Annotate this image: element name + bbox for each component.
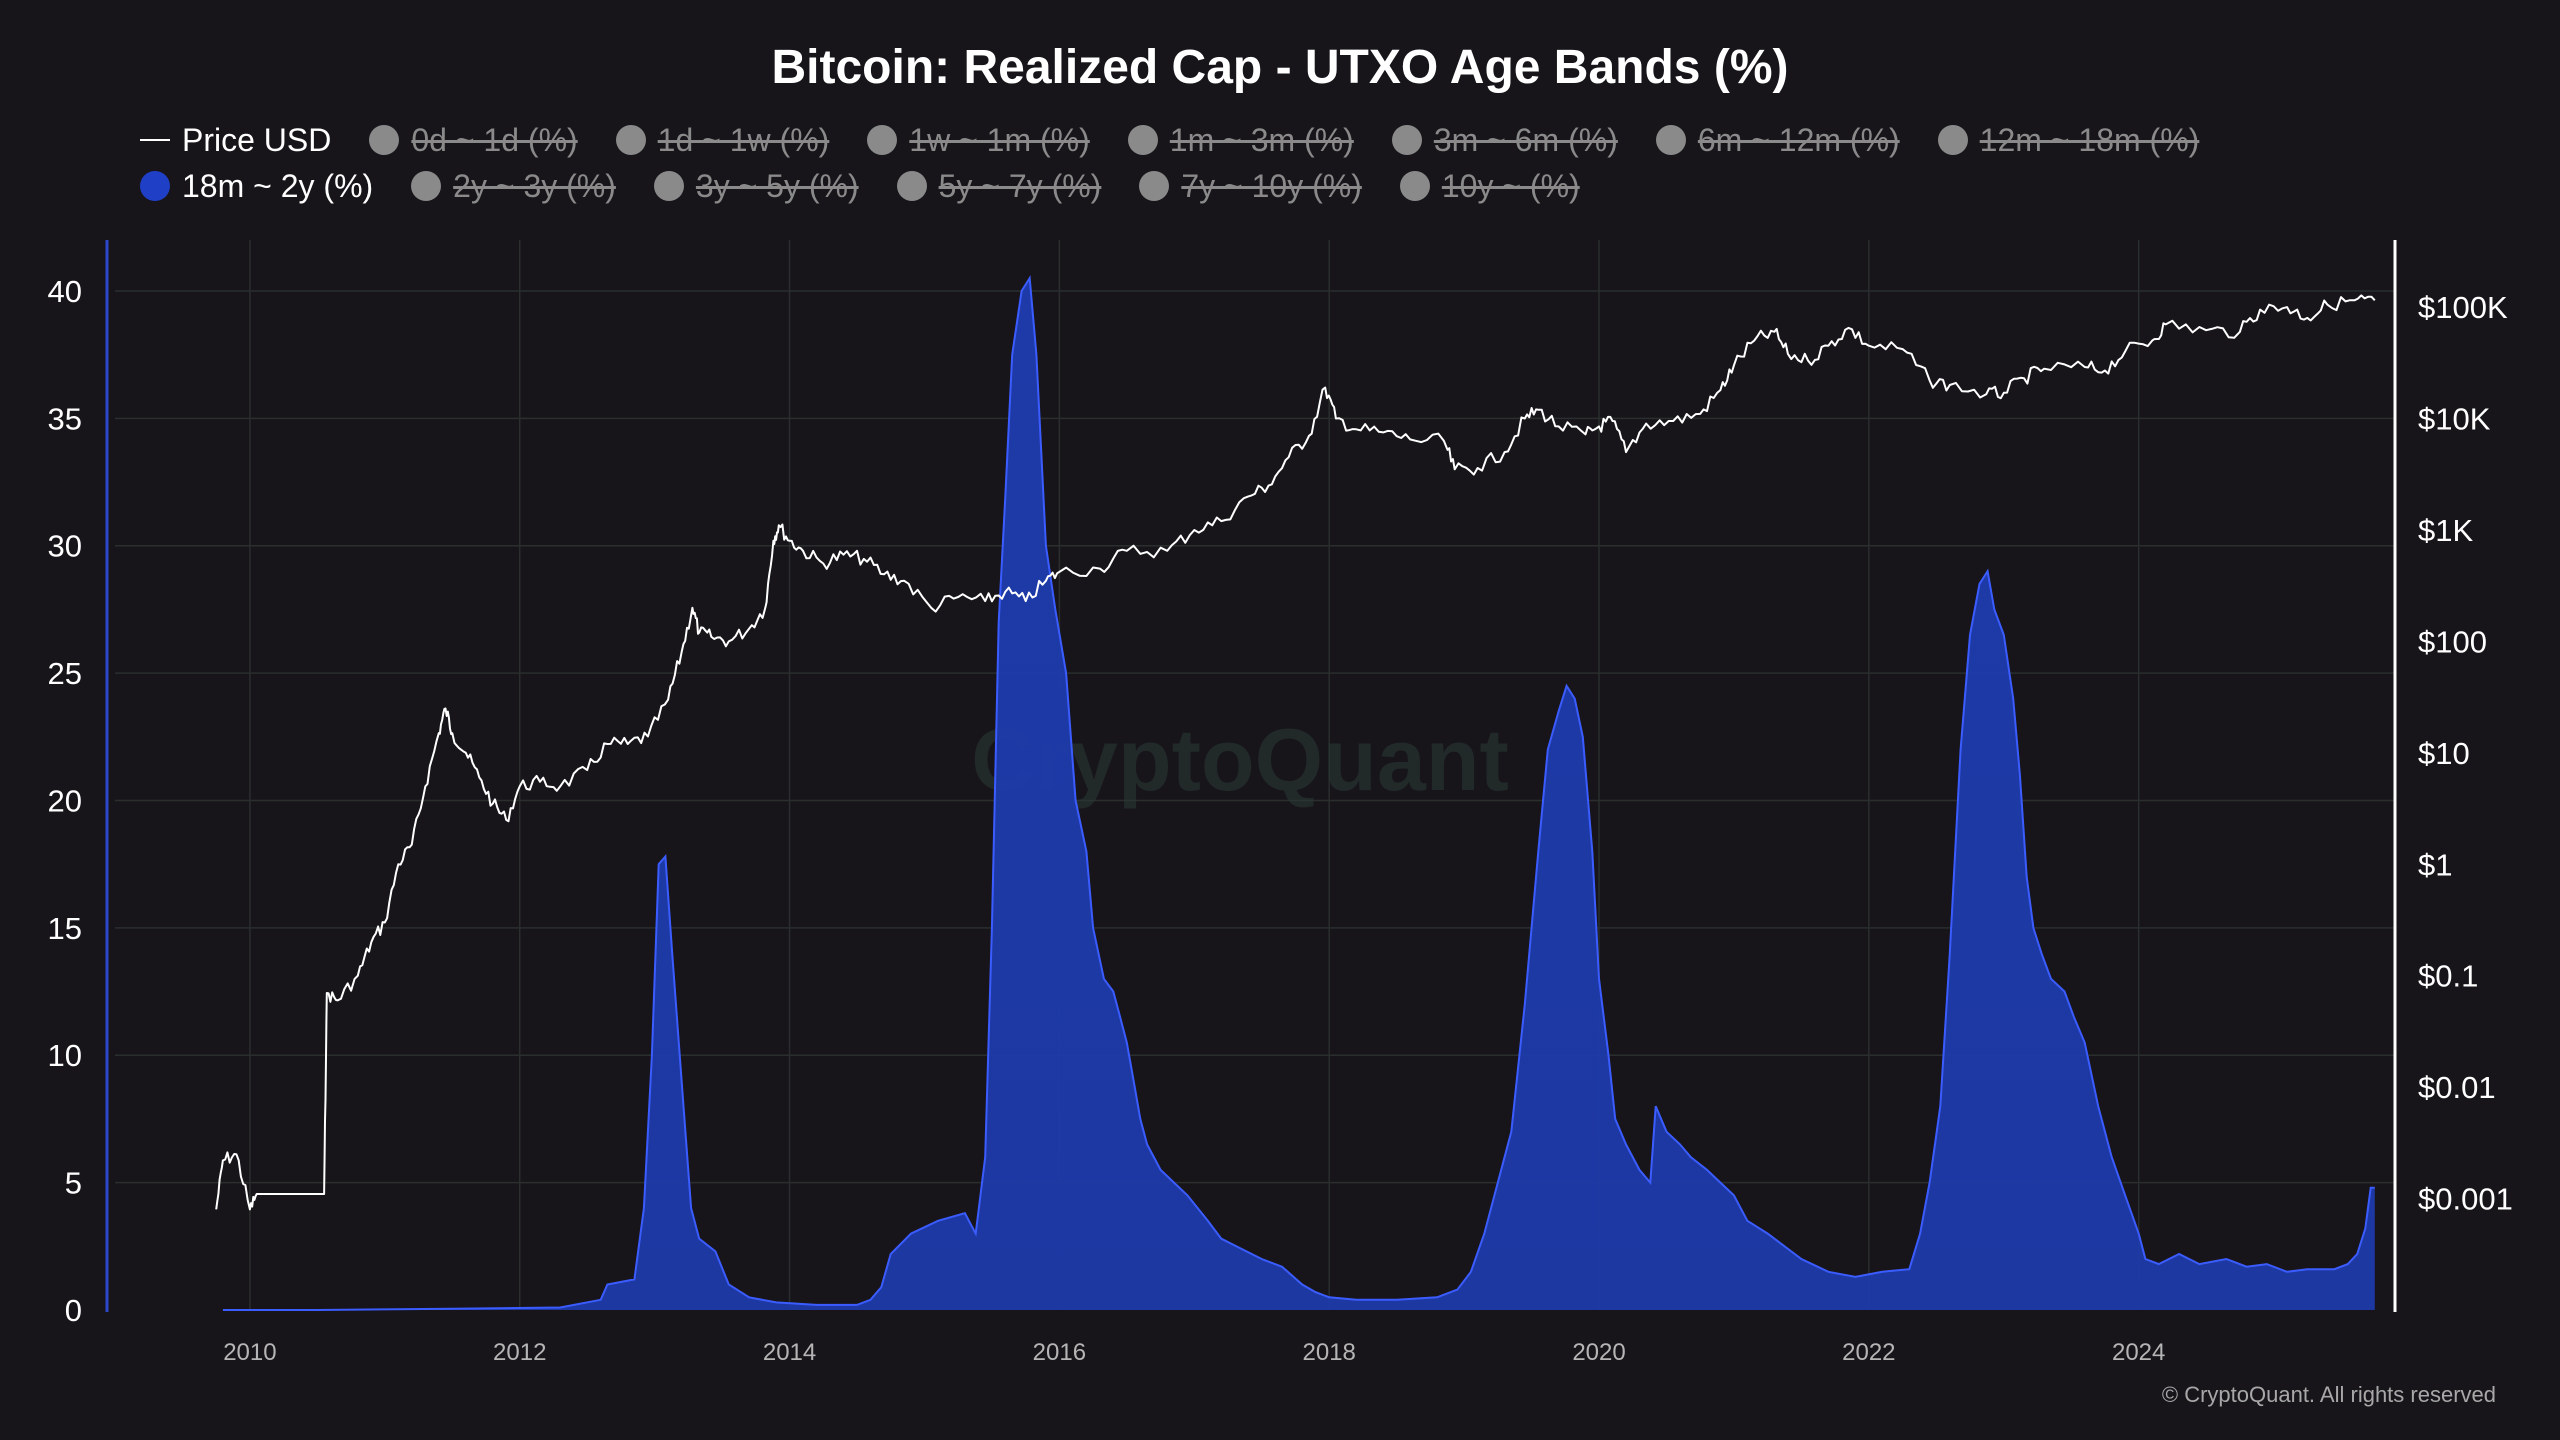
copyright-text: © CryptoQuant. All rights reserved <box>2161 1382 2496 1407</box>
legend-dot-icon <box>867 125 898 155</box>
legend-label: 7y ~ 10y (%) <box>1181 167 1362 204</box>
legend: Price USD 0d ~ 1d (%) 1d ~ 1w (%) 1w ~ 1m (… <box>140 122 2480 204</box>
legend-label: 2y ~ 3y (%) <box>453 167 616 204</box>
x-axis-tick-label: 2018 <box>1303 1339 1356 1366</box>
price-line-layer <box>215 294 2376 1211</box>
chart-title: Bitcoin: Realized Cap - UTXO Age Bands (… <box>771 41 1789 94</box>
right-axis-tick-label: $10 <box>2418 736 2470 771</box>
axes: 0 5 10 15 20 25 30 35 40 $100K $10K $1K $100 $10 $1 $0.… <box>48 240 2513 1366</box>
left-axis-tick-label: 0 <box>65 1293 82 1328</box>
legend-dot-icon <box>1655 125 1686 155</box>
legend-item-2[interactable]: 1d ~ 1w (%) <box>615 121 830 158</box>
legend-label: 10y ~ (%) <box>1441 167 1580 204</box>
legend-label: 5y ~ 7y (%) <box>938 167 1102 204</box>
right-axis-tick-label: $100K <box>2418 290 2508 325</box>
legend-item-7[interactable]: 12m ~ 18m (%) <box>1937 121 2200 158</box>
legend-item-1[interactable]: 0d ~ 1d (%) <box>369 121 578 158</box>
right-axis-tick-label: $1 <box>2418 847 2452 882</box>
legend-label: 3y ~ 5y (%) <box>695 167 859 204</box>
legend-item-12[interactable]: 7y ~ 10y (%) <box>1139 168 1362 204</box>
legend-item-6[interactable]: 6m ~ 12m (%) <box>1655 121 1900 158</box>
right-axis-tick-label: $100 <box>2418 624 2487 659</box>
legend-label: 1m ~ 3m (%) <box>1169 121 1354 158</box>
x-axis-tick-label: 2022 <box>1842 1339 1895 1366</box>
legend-label: 18m ~ 2y (%) <box>182 167 374 204</box>
legend-label: 1d ~ 1w (%) <box>657 121 830 158</box>
right-axis-tick-label: $0.01 <box>2418 1070 2496 1105</box>
left-axis-tick-label: 35 <box>48 401 82 436</box>
legend-dot-icon <box>615 125 646 155</box>
legend-label: 3m ~ 6m (%) <box>1433 121 1618 158</box>
legend-dot-icon <box>1391 125 1422 155</box>
band-area-layer <box>222 275 2375 1311</box>
legend-label: Price USD <box>182 121 332 158</box>
x-axis-tick-label: 2010 <box>223 1339 276 1366</box>
right-axis-tick-label: $0.001 <box>2418 1182 2513 1217</box>
left-axis-tick-label: 10 <box>48 1038 82 1073</box>
x-axis-tick-label: 2012 <box>493 1339 546 1366</box>
legend-dot-icon <box>1139 171 1170 201</box>
legend-item-5[interactable]: 3m ~ 6m (%) <box>1391 121 1618 158</box>
legend-label: 1w ~ 1m (%) <box>909 121 1090 158</box>
legend-label: 12m ~ 18m (%) <box>1979 121 2200 158</box>
legend-dot-icon <box>1399 171 1430 201</box>
legend-item-10[interactable]: 3y ~ 5y (%) <box>653 167 859 204</box>
series-area-outline <box>222 275 2375 1311</box>
legend-dot-icon <box>1127 125 1158 155</box>
legend-item-8[interactable]: 18m ~ 2y (%) <box>140 168 373 204</box>
left-axis-tick-label: 25 <box>48 656 82 691</box>
left-axis-tick-label: 30 <box>48 529 82 564</box>
legend-item-11[interactable]: 5y ~ 7y (%) <box>896 167 1102 204</box>
legend-label: 0d ~ 1d (%) <box>411 121 578 158</box>
right-axis-tick-label: $1K <box>2418 513 2473 548</box>
legend-label: 6m ~ 12m (%) <box>1697 121 1900 158</box>
left-axis-tick-label: 20 <box>48 783 82 818</box>
legend-item-9[interactable]: 2y ~ 3y (%) <box>411 168 616 204</box>
legend-item-3[interactable]: 1w ~ 1m (%) <box>867 121 1090 158</box>
legend-line-icon <box>140 139 170 141</box>
legend-dot-icon <box>653 171 684 201</box>
x-axis-tick-label: 2014 <box>763 1339 816 1366</box>
x-axis-tick-label: 2016 <box>1033 1339 1086 1366</box>
legend-item-0[interactable]: Price USD <box>140 122 331 158</box>
legend-dot-icon <box>369 125 400 155</box>
right-axis-tick-label: $0.1 <box>2418 959 2478 994</box>
left-axis-tick-label: 15 <box>48 911 82 946</box>
left-axis-tick-label: 5 <box>65 1166 82 1201</box>
right-axis-tick-label: $10K <box>2418 402 2491 437</box>
x-axis-tick-label: 2020 <box>1572 1339 1625 1366</box>
legend-dot-icon <box>896 171 927 201</box>
left-axis-tick-label: 40 <box>48 274 82 309</box>
legend-dot-icon <box>140 171 170 201</box>
legend-dot-icon <box>411 171 442 201</box>
legend-item-4[interactable]: 1m ~ 3m (%) <box>1127 121 1354 158</box>
x-axis-tick-label: 2024 <box>2112 1339 2165 1366</box>
legend-item-13[interactable]: 10y ~ (%) <box>1399 167 1580 204</box>
series-line-price-usd <box>215 294 2376 1211</box>
legend-dot-icon <box>1937 125 1968 155</box>
